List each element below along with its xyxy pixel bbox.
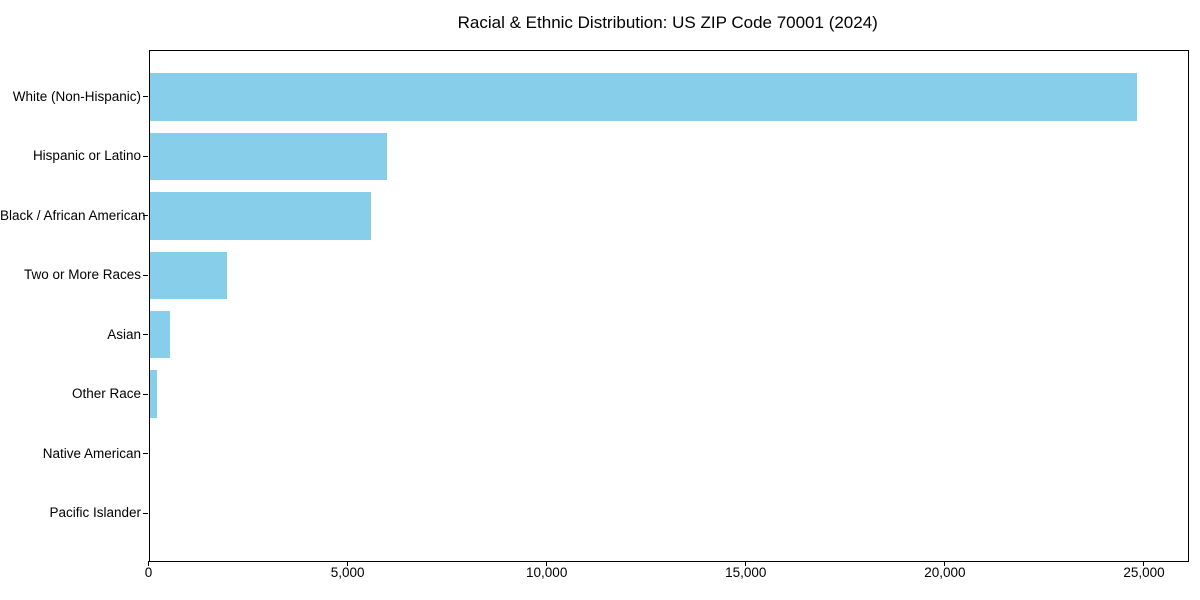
y-tick-mark [143, 274, 148, 276]
bar-two-or-more-races [149, 251, 228, 300]
y-tick-mark [143, 393, 148, 395]
y-tick-label-native-american: Native American [42, 445, 141, 461]
y-tick-label-hispanic-or-latino: Hispanic or Latino [32, 148, 141, 164]
y-tick-label-black-african-american: Black / African American [0, 207, 146, 223]
plot-area [148, 50, 1189, 562]
x-tick-label-15000: 15,000 [725, 565, 767, 580]
y-tick-mark [143, 155, 148, 157]
x-tick-mark [944, 561, 946, 566]
x-tick-label-10000: 10,000 [526, 565, 568, 580]
x-tick-mark [347, 561, 349, 566]
x-tick-label-5000: 5,000 [330, 565, 365, 580]
y-tick-label-pacific-islander: Pacific Islander [49, 505, 141, 521]
y-tick-label-two-or-more-races: Two or More Races [23, 267, 141, 283]
bar-black-african-american [149, 192, 372, 240]
bar-other-race [149, 370, 158, 418]
y-tick-mark [143, 96, 148, 98]
chart-title: Racial & Ethnic Distribution: US ZIP Cod… [457, 13, 878, 32]
y-tick-mark [143, 453, 148, 455]
x-tick-label-0: 0 [144, 565, 153, 580]
bar-white-non-hispanic [149, 73, 1138, 121]
x-tick-mark [546, 561, 548, 566]
y-tick-label-asian: Asian [107, 326, 141, 342]
y-tick-label-other-race: Other Race [71, 386, 141, 402]
x-tick-label-25000: 25,000 [1123, 565, 1165, 580]
bar-asian [149, 310, 171, 359]
x-tick-mark [745, 561, 747, 566]
y-tick-mark [143, 215, 148, 217]
y-tick-label-white-non-hispanic: White (Non-Hispanic) [12, 88, 141, 104]
x-tick-label-20000: 20,000 [924, 565, 966, 580]
x-tick-mark [148, 561, 149, 566]
x-tick-mark [1143, 561, 1145, 566]
bar-hispanic-or-latino [149, 132, 388, 181]
y-tick-mark [143, 512, 148, 514]
y-tick-mark [143, 334, 148, 336]
